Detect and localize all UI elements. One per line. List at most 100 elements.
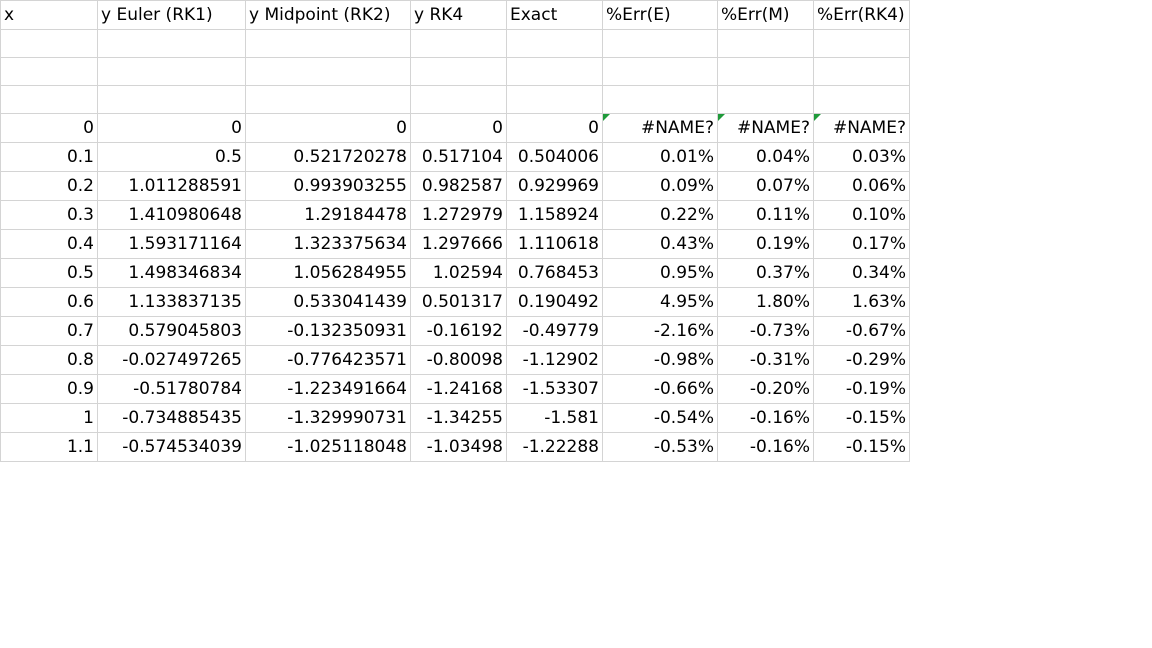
cell-err-m[interactable]: -0.16% [717,432,814,462]
cell-err-e[interactable]: 4.95% [602,287,718,317]
cell-err-rk4[interactable]: -0.15% [813,403,910,433]
cell-y-euler[interactable]: 1.593171164 [97,229,246,259]
cell-y-midpoint[interactable]: 0.521720278 [245,142,411,172]
cell-y-euler[interactable]: -0.734885435 [97,403,246,433]
cell-y-midpoint[interactable]: -0.132350931 [245,316,411,346]
cell-y-rk4[interactable]: 1.272979 [410,200,507,230]
cell-err-e[interactable]: -2.16% [602,316,718,346]
cell-exact[interactable]: 0.768453 [506,258,603,288]
cell-y-rk4[interactable]: -1.03498 [410,432,507,462]
empty-cell[interactable] [410,29,507,58]
cell-x[interactable]: 0.5 [0,258,98,288]
cell-y-euler[interactable]: -0.027497265 [97,345,246,375]
cell-exact[interactable]: -0.49779 [506,316,603,346]
cell-err-e[interactable]: -0.98% [602,345,718,375]
empty-cell[interactable] [717,57,814,86]
cell-err-m[interactable]: -0.20% [717,374,814,404]
cell-y-midpoint[interactable]: 1.056284955 [245,258,411,288]
cell-y-euler[interactable]: 1.410980648 [97,200,246,230]
cell-err-m[interactable]: 0.07% [717,171,814,201]
cell-exact[interactable]: 0 [506,113,603,143]
cell-exact[interactable]: -1.53307 [506,374,603,404]
header-cell-y-midpoint[interactable]: y Midpoint (RK2) [245,0,411,30]
cell-x[interactable]: 0.8 [0,345,98,375]
empty-cell[interactable] [602,29,718,58]
cell-err-m[interactable]: 0.37% [717,258,814,288]
cell-x[interactable]: 0.7 [0,316,98,346]
cell-err-rk4[interactable]: 0.10% [813,200,910,230]
cell-y-rk4[interactable]: 0.517104 [410,142,507,172]
cell-exact[interactable]: 0.929969 [506,171,603,201]
cell-exact[interactable]: -1.22288 [506,432,603,462]
empty-cell[interactable] [97,85,246,114]
empty-cell[interactable] [506,29,603,58]
cell-x[interactable]: 0 [0,113,98,143]
cell-y-midpoint[interactable]: 1.323375634 [245,229,411,259]
cell-err-m[interactable]: #NAME? [717,113,814,143]
cell-y-midpoint[interactable]: 0.533041439 [245,287,411,317]
header-cell-exact[interactable]: Exact [506,0,603,30]
cell-err-rk4[interactable]: 0.34% [813,258,910,288]
cell-y-rk4[interactable]: 1.297666 [410,229,507,259]
cell-x[interactable]: 0.6 [0,287,98,317]
empty-cell[interactable] [97,29,246,58]
cell-x[interactable]: 1.1 [0,432,98,462]
empty-cell[interactable] [245,29,411,58]
cell-err-m[interactable]: -0.16% [717,403,814,433]
cell-err-m[interactable]: 1.80% [717,287,814,317]
cell-err-rk4[interactable]: -0.15% [813,432,910,462]
cell-y-midpoint[interactable]: 0 [245,113,411,143]
cell-x[interactable]: 0.3 [0,200,98,230]
cell-x[interactable]: 1 [0,403,98,433]
cell-err-e[interactable]: 0.95% [602,258,718,288]
empty-cell[interactable] [717,85,814,114]
cell-err-rk4[interactable]: -0.67% [813,316,910,346]
header-cell-y-euler[interactable]: y Euler (RK1) [97,0,246,30]
cell-err-m[interactable]: 0.04% [717,142,814,172]
cell-err-rk4[interactable]: 0.17% [813,229,910,259]
cell-y-rk4[interactable]: -0.16192 [410,316,507,346]
cell-y-euler[interactable]: 1.133837135 [97,287,246,317]
header-cell-y-rk4[interactable]: y RK4 [410,0,507,30]
cell-y-rk4[interactable]: -0.80098 [410,345,507,375]
cell-y-euler[interactable]: 1.011288591 [97,171,246,201]
cell-y-midpoint[interactable]: 0.993903255 [245,171,411,201]
cell-y-euler[interactable]: 0 [97,113,246,143]
empty-cell[interactable] [602,57,718,86]
cell-err-e[interactable]: -0.66% [602,374,718,404]
header-cell-err-rk4[interactable]: %Err(RK4) [813,0,910,30]
empty-cell[interactable] [410,57,507,86]
empty-cell[interactable] [0,57,98,86]
empty-cell[interactable] [410,85,507,114]
cell-y-rk4[interactable]: -1.34255 [410,403,507,433]
empty-cell[interactable] [245,85,411,114]
empty-cell[interactable] [602,85,718,114]
cell-y-rk4[interactable]: 0 [410,113,507,143]
cell-exact[interactable]: -1.12902 [506,345,603,375]
cell-err-e[interactable]: 0.09% [602,171,718,201]
cell-x[interactable]: 0.1 [0,142,98,172]
cell-err-e[interactable]: 0.01% [602,142,718,172]
cell-exact[interactable]: 1.158924 [506,200,603,230]
cell-err-m[interactable]: -0.31% [717,345,814,375]
cell-err-rk4[interactable]: -0.19% [813,374,910,404]
empty-cell[interactable] [717,29,814,58]
cell-y-euler[interactable]: 0.579045803 [97,316,246,346]
cell-err-m[interactable]: 0.11% [717,200,814,230]
cell-y-euler[interactable]: 1.498346834 [97,258,246,288]
cell-y-midpoint[interactable]: -1.223491664 [245,374,411,404]
cell-y-midpoint[interactable]: -0.776423571 [245,345,411,375]
cell-y-euler[interactable]: 0.5 [97,142,246,172]
empty-cell[interactable] [245,57,411,86]
cell-y-euler[interactable]: -0.574534039 [97,432,246,462]
cell-x[interactable]: 0.2 [0,171,98,201]
cell-y-midpoint[interactable]: 1.29184478 [245,200,411,230]
cell-y-rk4[interactable]: -1.24168 [410,374,507,404]
cell-err-e[interactable]: -0.53% [602,432,718,462]
cell-err-m[interactable]: -0.73% [717,316,814,346]
cell-err-e[interactable]: #NAME? [602,113,718,143]
empty-cell[interactable] [0,29,98,58]
cell-err-e[interactable]: -0.54% [602,403,718,433]
cell-y-euler[interactable]: -0.51780784 [97,374,246,404]
cell-x[interactable]: 0.4 [0,229,98,259]
